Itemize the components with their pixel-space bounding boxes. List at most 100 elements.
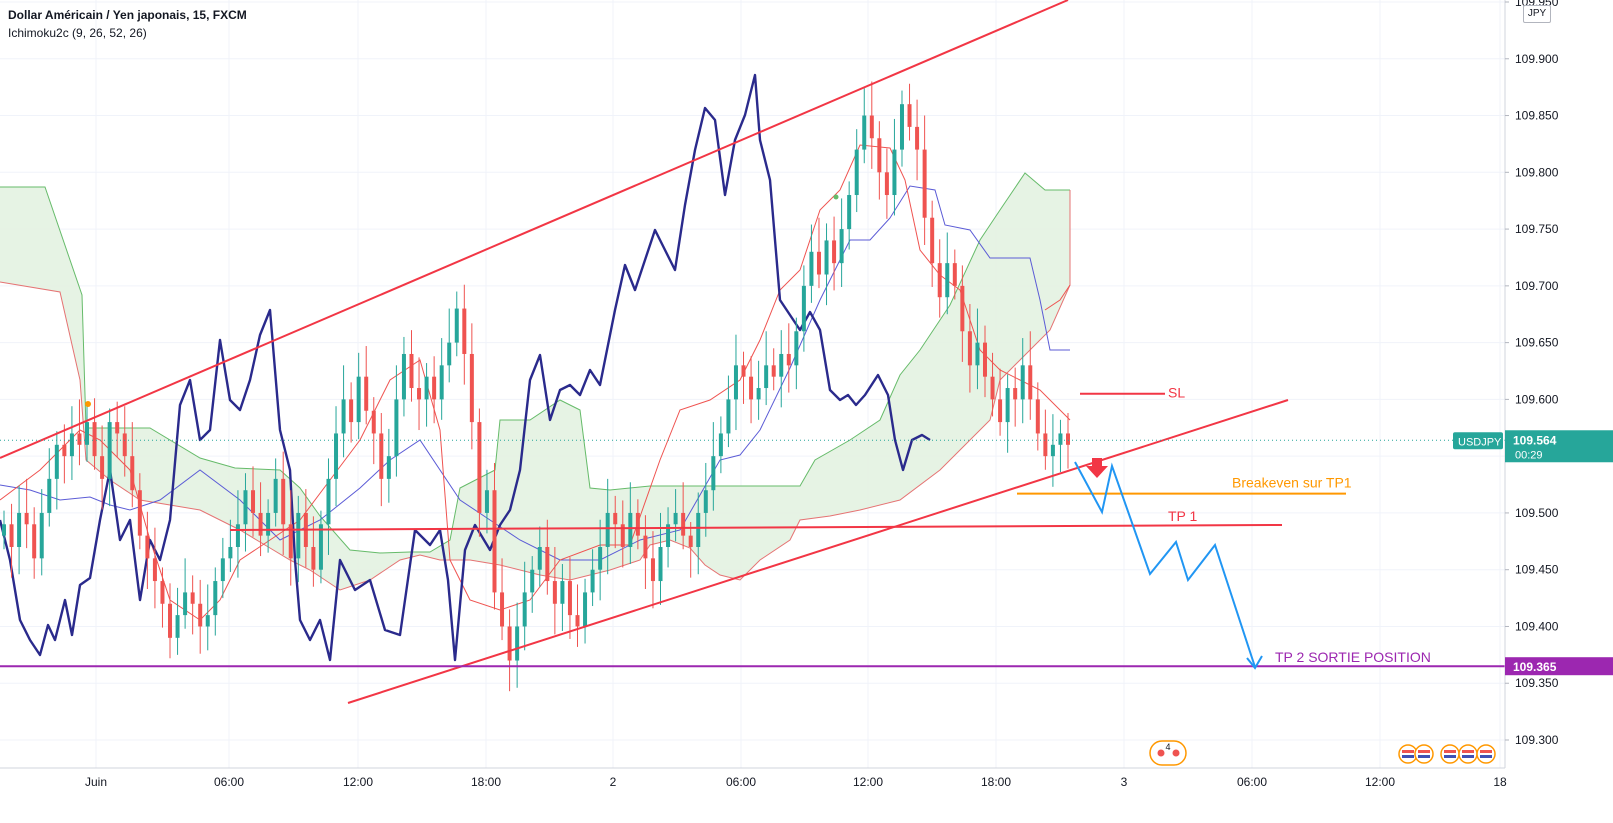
candle-body	[394, 399, 399, 457]
candle	[258, 482, 263, 557]
candle-body	[477, 422, 482, 513]
candle	[816, 217, 821, 289]
candle-body	[628, 512, 633, 547]
candle	[945, 232, 950, 315]
candle-body	[39, 512, 44, 559]
candle	[326, 458, 331, 555]
flag-stripe	[1402, 755, 1414, 758]
candle-body	[432, 376, 437, 400]
target-price-label: 109.365	[1513, 660, 1557, 674]
signal-dot	[833, 194, 839, 200]
candle	[779, 330, 784, 408]
candle-body	[877, 138, 882, 173]
candle	[251, 466, 256, 537]
candle	[1066, 413, 1070, 469]
candle-body	[1058, 433, 1063, 445]
candle	[839, 198, 844, 287]
event-dot	[1172, 749, 1180, 757]
candle-body	[1013, 388, 1018, 400]
candle	[998, 368, 1003, 436]
price-tick-label: 109.800	[1515, 165, 1559, 179]
candle-body	[220, 558, 225, 582]
price-tick-label: 109.300	[1515, 733, 1559, 747]
candle-body	[417, 388, 422, 400]
candle	[884, 148, 889, 219]
candle-body	[522, 592, 527, 627]
candle	[115, 401, 120, 458]
price-tick-label: 109.850	[1515, 109, 1559, 123]
candle	[160, 567, 165, 628]
time-tick-label: 12:00	[853, 775, 883, 789]
candle	[937, 239, 942, 318]
candle	[24, 478, 29, 549]
candle	[1043, 409, 1048, 470]
time-axis: Juin 06:00 12:00 18:00 2 06:00 12:00 18:00 3 06:0…	[0, 767, 1507, 789]
candle-body	[273, 478, 278, 513]
candle	[620, 500, 625, 568]
candle-body	[145, 535, 150, 559]
price-axis-bg	[1505, 0, 1613, 818]
candle	[288, 490, 293, 586]
time-tick-label: 18	[1493, 775, 1507, 789]
candle-body	[281, 478, 286, 525]
indicator-label: Ichimoku2c (9, 26, 52, 26)	[8, 26, 147, 40]
price-tick-label: 109.950	[1515, 0, 1559, 9]
price-tick-label: 109.900	[1515, 52, 1559, 66]
candle-body	[17, 512, 22, 547]
time-tick-label: 12:00	[343, 775, 373, 789]
candle	[273, 458, 278, 527]
currency-unit-button[interactable]: JPY	[1523, 5, 1551, 23]
tenkan-sen-line	[0, 144, 1071, 621]
countdown-label: 00:29	[1515, 449, 1543, 461]
tp2-label: TP 2 SORTIE POSITION	[1275, 649, 1431, 665]
candle	[296, 495, 301, 583]
candle-body	[666, 524, 671, 547]
candle-body	[756, 388, 761, 400]
candle	[975, 308, 980, 390]
price-tick-label: 109.600	[1515, 392, 1559, 406]
candle	[794, 317, 799, 390]
candle-body	[318, 524, 323, 570]
candle-body	[115, 422, 120, 434]
candle-body	[779, 353, 784, 377]
candle	[183, 558, 188, 629]
candle	[703, 462, 708, 537]
candle-body	[152, 558, 157, 582]
candle-body	[598, 546, 603, 570]
candle-body	[386, 456, 391, 479]
candle-body	[907, 104, 912, 127]
chikou-span-line	[0, 73, 931, 662]
candle-body	[982, 342, 987, 377]
candle-body	[741, 365, 746, 377]
candle	[733, 334, 738, 431]
candle	[1035, 382, 1040, 451]
candle	[560, 564, 565, 632]
candle	[341, 365, 346, 458]
candle	[741, 351, 746, 404]
candle-body	[205, 615, 210, 627]
candle-body	[454, 308, 459, 343]
candle	[899, 90, 904, 167]
price-tag-bg	[1505, 430, 1613, 463]
candle	[749, 356, 754, 424]
time-tick-label: 06:00	[726, 775, 756, 789]
signal-dot	[85, 401, 91, 407]
candle-body	[1028, 365, 1033, 400]
candle-body	[945, 263, 950, 298]
candle	[1020, 338, 1025, 424]
candle	[801, 265, 806, 352]
candle-body	[439, 365, 444, 400]
candle	[492, 462, 497, 610]
candle-body	[492, 490, 497, 593]
candle	[847, 181, 852, 250]
candle-body	[235, 524, 240, 547]
candle-body	[530, 569, 535, 593]
candle-body	[122, 433, 127, 457]
candle-body	[749, 376, 754, 400]
candle-body	[583, 592, 588, 627]
time-tick-label: 18:00	[471, 775, 501, 789]
candle	[892, 118, 897, 216]
projection-path	[1074, 461, 1256, 668]
candle	[190, 575, 195, 635]
